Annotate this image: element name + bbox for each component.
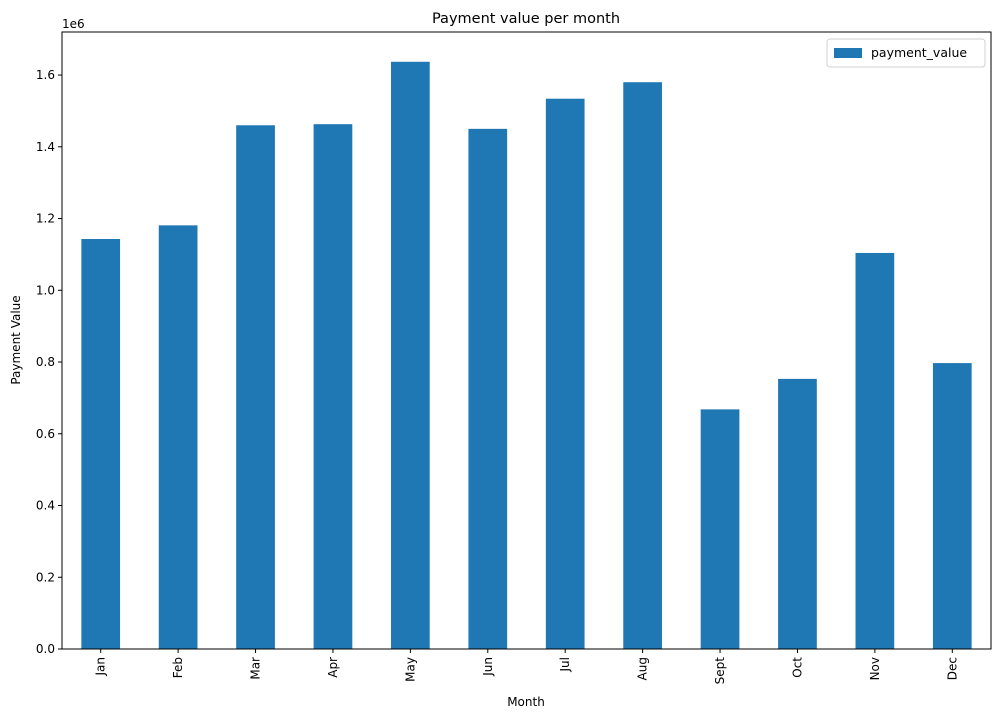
legend-box [826,38,986,68]
y-tick-label: 0.2 [36,570,55,584]
y-tick-label: 0.6 [36,427,55,441]
y-tick-label: 1.0 [36,283,55,297]
bar-may [391,61,430,649]
y-tick-label: 0.8 [36,355,55,369]
x-tick-label-may: May [403,657,417,682]
plot-frame [61,31,992,650]
x-tick-label-jul: Jul [558,657,572,672]
bar-feb [158,225,198,649]
y-tick-label: 0.4 [36,499,55,513]
x-tick-label-nov: Nov [868,657,882,680]
bars-layer [81,61,972,650]
x-tick-label-sept: Sept [713,657,727,685]
x-tick-label-oct: Oct [790,657,804,678]
legend: payment_value [826,38,986,68]
x-axis-label: Month [507,695,545,709]
bar-jun [468,128,508,650]
x-tick-label-feb: Feb [171,657,185,678]
bar-dec [932,363,972,649]
x-tick-label-jun: Jun [481,657,495,677]
bar-aug [623,82,662,650]
x-tick-label-aug: Aug [636,657,650,680]
bar-sept [700,409,740,649]
bar-mar [236,125,275,649]
bar-oct [778,378,817,649]
x-tick-label-mar: Mar [249,657,263,680]
legend-swatch [834,48,862,58]
axes-layer: Jan Feb Mar Apr May Jun Jul Aug Sept Oct Nov Dec 0.0… [36,31,992,685]
bar-apr [313,124,353,649]
chart-title: Payment value per month [432,11,620,27]
y-axis-label: Payment Value [9,295,23,384]
y-tick-label: 0.0 [36,642,55,656]
y-axis-offset-label: 1e6 [62,17,85,31]
y-tick-label: 1.6 [36,68,55,82]
x-tick-label-apr: Apr [326,657,340,678]
legend-label-payment-value: payment_value [871,45,967,60]
bar-nov [855,252,895,649]
x-tick-label-dec: Dec [945,657,959,680]
bar-jan [81,238,121,650]
y-tick-label: 1.2 [36,212,55,226]
bar-jul [545,98,585,650]
x-tick-label-jan: Jan [94,657,108,677]
y-tick-label: 1.4 [36,140,55,154]
